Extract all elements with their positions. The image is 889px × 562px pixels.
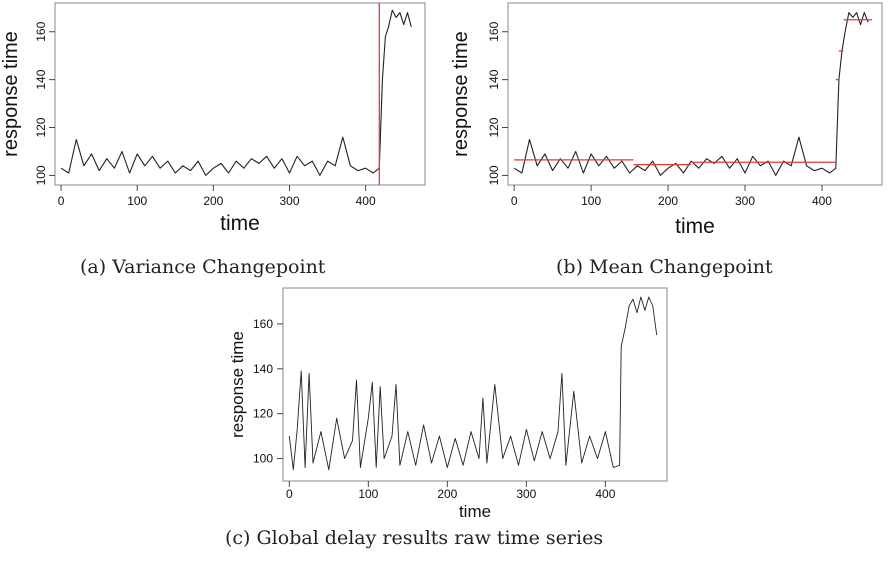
y-tick-label: 140 bbox=[487, 69, 501, 89]
panel-c: 0 100 200 300 400 100 120 140 160 time response ti… bbox=[225, 285, 670, 522]
plot-frame bbox=[54, 2, 426, 186]
chart-a: 0 100 200 300 400 100 120 140 160 time response ti… bbox=[0, 2, 426, 235]
x-tick-label: 200 bbox=[203, 194, 223, 208]
chart-c: 0 100 200 300 400 100 120 140 160 time response ti… bbox=[228, 287, 668, 521]
x-tick-label: 100 bbox=[127, 194, 147, 208]
x-axis-label: time bbox=[459, 502, 491, 521]
plot-frame bbox=[282, 287, 668, 482]
x-tick-label: 0 bbox=[286, 487, 293, 501]
caption-c: (c) Global delay results raw time series bbox=[225, 527, 604, 549]
chart-b: 0 100 200 300 400 100 120 140 160 time response ti… bbox=[450, 2, 883, 238]
x-tick-label: 100 bbox=[358, 487, 378, 501]
x-tick-label: 400 bbox=[812, 194, 832, 208]
y-tick-label: 120 bbox=[487, 117, 501, 137]
y-tick-label: 100 bbox=[34, 165, 48, 185]
x-tick-label: 100 bbox=[581, 194, 601, 208]
caption-b: (b) Mean Changepoint bbox=[556, 256, 773, 278]
x-tick-label: 200 bbox=[658, 194, 678, 208]
y-tick-label: 100 bbox=[253, 452, 273, 466]
x-tick-label: 0 bbox=[58, 194, 65, 208]
x-tick-label: 200 bbox=[437, 487, 457, 501]
x-tick-label: 300 bbox=[279, 194, 299, 208]
x-tick-label: 0 bbox=[511, 194, 518, 208]
y-tick-label: 160 bbox=[253, 317, 273, 331]
caption-a: (a) Variance Changepoint bbox=[80, 256, 326, 278]
x-tick-label: 400 bbox=[595, 487, 615, 501]
y-tick-label: 100 bbox=[487, 165, 501, 185]
y-axis-label: response time bbox=[228, 331, 247, 438]
y-tick-label: 140 bbox=[34, 69, 48, 89]
x-axis-label: time bbox=[220, 212, 260, 235]
y-axis-label: response time bbox=[0, 31, 22, 157]
y-axis-label: response time bbox=[450, 31, 472, 157]
y-tick-label: 120 bbox=[34, 117, 48, 137]
y-tick-label: 140 bbox=[253, 362, 273, 376]
plot-frame bbox=[507, 2, 883, 186]
series-line bbox=[60, 9, 412, 176]
y-tick-label: 160 bbox=[34, 21, 48, 41]
x-axis-label: time bbox=[675, 215, 715, 238]
series-line bbox=[288, 296, 658, 471]
panel-a: 0 100 200 300 400 100 120 140 160 time response ti… bbox=[0, 0, 430, 250]
x-tick-label: 300 bbox=[516, 487, 536, 501]
y-tick-label: 120 bbox=[253, 407, 273, 421]
panel-b: 0 100 200 300 400 100 120 140 160 time response ti… bbox=[450, 0, 889, 250]
x-tick-label: 300 bbox=[735, 194, 755, 208]
series-line bbox=[513, 12, 869, 176]
y-tick-label: 160 bbox=[487, 21, 501, 41]
x-tick-label: 400 bbox=[356, 194, 376, 208]
